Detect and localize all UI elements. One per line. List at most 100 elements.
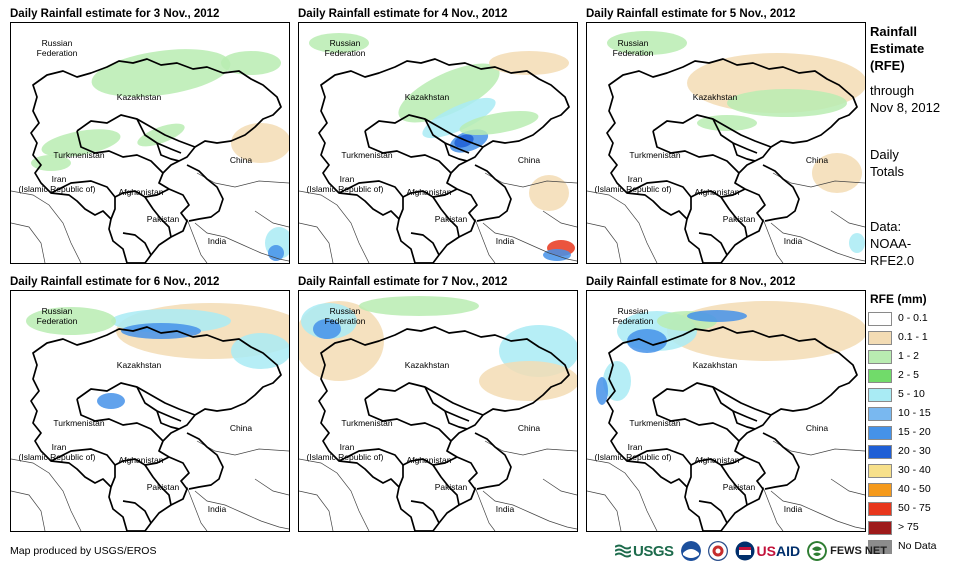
usgs-logo: USGS <box>615 543 674 560</box>
label-iran-2: (Islamic Republic of) <box>19 184 96 194</box>
legend-item: 0 - 0.1 <box>868 310 958 329</box>
legend-label: 1 - 2 <box>898 350 920 362</box>
rainfall-patch <box>479 361 577 401</box>
country-labels: Russian Federation Kazakhstan Turkmenist… <box>19 306 253 514</box>
label-afghanistan: Afghanistan <box>695 187 740 197</box>
rainfall-patch <box>221 51 281 75</box>
legend-swatch <box>868 540 892 554</box>
rainfall-patch <box>91 49 231 97</box>
legend-label: 20 - 30 <box>898 445 931 457</box>
label-pakistan: Pakistan <box>723 214 756 224</box>
region-outline <box>30 326 282 531</box>
label-russia-2: Federation <box>37 48 78 58</box>
label-russia-2: Federation <box>325 48 366 58</box>
panel-title: Daily Rainfall estimate for 4 Nov., 2012 <box>298 8 508 20</box>
rainfall-patch <box>849 233 865 253</box>
label-india: India <box>784 504 803 514</box>
panel-title: Daily Rainfall estimate for 7 Nov., 2012 <box>298 276 508 288</box>
label-pakistan: Pakistan <box>435 214 468 224</box>
legend-item: 0.1 - 1 <box>868 329 958 348</box>
map-frame: Russian Federation Kazakhstan Turkmenist… <box>298 22 578 264</box>
label-russia-2: Federation <box>613 48 654 58</box>
country-labels: Russian Federation Kazakhstan Turkmenist… <box>595 306 829 514</box>
label-india: India <box>208 504 227 514</box>
legend-item: 10 - 15 <box>868 405 958 424</box>
rainfall-patch <box>398 63 500 123</box>
legend-label: 40 - 50 <box>898 483 931 495</box>
rainfall-patch <box>268 245 284 261</box>
totals-line-1: Daily <box>870 147 899 162</box>
legend-label: 0.1 - 1 <box>898 331 928 343</box>
legend-swatch <box>868 521 892 535</box>
label-china: China <box>806 423 828 433</box>
label-turkmenistan: Turkmenistan <box>341 150 392 160</box>
map-svg: Russian Federation Kazakhstan Turkmenist… <box>587 301 865 531</box>
legend-item: 50 - 75 <box>868 500 958 519</box>
fewsnet-logo-text: FEWS NET <box>830 545 887 557</box>
rainfall-patch <box>627 329 667 353</box>
legend-swatch <box>868 483 892 497</box>
rfe-title-line-2: Estimate <box>870 41 925 56</box>
fewsnet-globe-icon <box>807 541 828 561</box>
region-outline <box>606 326 858 531</box>
rainfall-layer <box>309 33 575 261</box>
label-russia-2: Federation <box>325 316 366 326</box>
label-india: India <box>784 236 803 246</box>
usgs-waves-icon <box>615 544 631 558</box>
label-iran-2: (Islamic Republic of) <box>595 184 672 194</box>
rainfall-patch <box>26 307 116 335</box>
through-line-2: Nov 8, 2012 <box>870 100 941 115</box>
panel-title: Daily Rainfall estimate for 5 Nov., 2012 <box>586 8 796 20</box>
label-india: India <box>496 236 515 246</box>
usaid-seal-icon <box>735 541 755 561</box>
legend-item: 40 - 50 <box>868 481 958 500</box>
label-turkmenistan: Turkmenistan <box>629 418 680 428</box>
region-outline <box>318 326 570 531</box>
label-turkmenistan: Turkmenistan <box>53 150 104 160</box>
label-india: India <box>208 236 227 246</box>
legend-label: 50 - 75 <box>898 502 931 514</box>
rainfall-patch <box>313 319 341 339</box>
label-india: India <box>496 504 515 514</box>
label-china: China <box>518 155 540 165</box>
legend-swatch <box>868 350 892 364</box>
region-outline <box>318 58 570 263</box>
legend-item: No Data <box>868 538 958 557</box>
label-russia-1: Russian <box>42 306 73 316</box>
label-turkmenistan: Turkmenistan <box>341 418 392 428</box>
legend-label: > 75 <box>898 521 919 533</box>
label-russia-1: Russian <box>618 306 649 316</box>
map-svg: Russian Federation Kazakhstan Turkmenist… <box>11 38 289 263</box>
usaid-text-aid: AID <box>775 543 801 559</box>
map-frame: Russian Federation Kazakhstan Turkmenist… <box>586 290 866 532</box>
legend-label: 5 - 10 <box>898 388 925 400</box>
credit-text: Map produced by USGS/EROS <box>10 545 157 557</box>
legend-title: RFE (mm) <box>870 292 927 306</box>
rainfall-patch <box>812 153 862 193</box>
rainfall-patch <box>489 51 569 75</box>
label-pakistan: Pakistan <box>147 482 180 492</box>
rainfall-layer <box>26 303 289 409</box>
legend-swatch <box>868 388 892 402</box>
rainfall-patch <box>529 175 569 211</box>
label-kazakhstan: Kazakhstan <box>117 92 162 102</box>
usaid-text-us: US <box>756 543 776 559</box>
label-russia-1: Russian <box>618 38 649 48</box>
usaid-logo: US AID <box>735 541 801 561</box>
rainfall-patch <box>459 110 539 136</box>
region-outline <box>606 58 858 263</box>
nws-seal-icon <box>707 541 728 561</box>
legend-item: 5 - 10 <box>868 386 958 405</box>
rfe-title-line-3: (RFE) <box>870 58 905 73</box>
legend-item: 30 - 40 <box>868 462 958 481</box>
rainfall-patch <box>41 129 121 157</box>
legend-swatch <box>868 331 892 345</box>
legend-label: 30 - 40 <box>898 464 931 476</box>
legend-swatch <box>868 426 892 440</box>
legend-swatch <box>868 407 892 421</box>
label-iran-1: Iran <box>340 442 355 452</box>
region-outline <box>30 58 282 263</box>
legend-item: 15 - 20 <box>868 424 958 443</box>
country-labels: Russian Federation Kazakhstan Turkmenist… <box>307 306 541 514</box>
through-line-1: through <box>870 83 915 98</box>
